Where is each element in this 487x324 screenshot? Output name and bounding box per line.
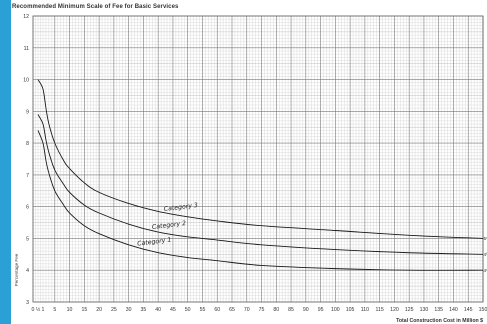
y-tick-label: 3: [26, 300, 29, 306]
x-tick-label: 125: [405, 307, 414, 313]
x-tick-label: 65: [229, 307, 235, 313]
curve-label: Category 3: [163, 201, 198, 213]
fee-curve-2: [37, 114, 484, 255]
x-tick-label: 75: [259, 307, 265, 313]
y-tick-label: 4: [26, 268, 29, 274]
x-tick-label: 0: [32, 307, 35, 313]
y-tick-label: 6: [26, 205, 29, 211]
x-tick-label: 100: [331, 307, 340, 313]
x-tick-label: 115: [376, 307, 384, 313]
x-tick-label: 30: [126, 307, 132, 313]
fee-curve-1: [37, 130, 484, 271]
x-tick-label: 25: [111, 307, 117, 313]
curve-label: Category 2: [152, 219, 187, 231]
blue-edge-strip: [0, 0, 11, 324]
curve-label: Category 1: [137, 236, 172, 248]
y-tick-label: 10: [23, 78, 29, 84]
x-tick-label: 20: [96, 307, 102, 313]
x-tick-label: 140: [449, 307, 458, 313]
curve-end-label: 4½: [484, 251, 487, 258]
fee-curves: [37, 79, 484, 271]
x-tick-label: 80: [273, 307, 279, 313]
fee-curve-3: [37, 79, 484, 239]
x-tick-label: 105: [346, 307, 355, 313]
x-tick-label: 15: [81, 307, 87, 313]
x-tick-label: 10: [67, 307, 73, 313]
x-tick-label: 5: [53, 307, 56, 313]
x-tick-label: 1: [42, 307, 45, 313]
x-tick-label: ½: [36, 306, 41, 313]
y-tick-label: 8: [26, 141, 29, 147]
grid-minor: [33, 16, 483, 302]
x-tick-label: 50: [185, 307, 191, 313]
x-tick-label: 70: [244, 307, 250, 313]
y-tick-label: 9: [26, 109, 29, 115]
plot-frame: [32, 15, 484, 303]
x-tick-label: 95: [318, 307, 324, 313]
curve-end-label: 4%: [484, 268, 487, 274]
x-tick-label: 90: [303, 307, 309, 313]
y-tick-label: 7: [26, 173, 29, 179]
x-tick-label: 150: [479, 307, 487, 313]
y-tick-labels: 3 4 5 6 7 8 9 10 11 12: [23, 14, 29, 306]
y-tick-label: 12: [23, 14, 29, 20]
curve-end-labels: 5% 4½ 4%: [484, 236, 487, 274]
x-tick-label: 120: [390, 307, 399, 313]
x-tick-label: 135: [434, 307, 443, 313]
y-tick-label: 5: [26, 236, 29, 242]
x-tick-label: 35: [141, 307, 147, 313]
curve-labels: Category 3 Category 2 Category 1: [137, 201, 199, 248]
curve-end-label: 5%: [484, 236, 487, 242]
x-tick-label: 60: [214, 307, 220, 313]
x-tick-label: 40: [155, 307, 161, 313]
y-tick-label: 11: [24, 46, 29, 52]
x-tick-label: 45: [170, 307, 176, 313]
chart-title: Recommended Minimum Scale of Fee for Bas…: [12, 4, 179, 10]
x-tick-label: 130: [420, 307, 429, 313]
x-tick-label: 110: [361, 307, 369, 313]
x-tick-labels: 0 ½ 1 5 10 15 20 25 30 35 40 45 50 55 60 65 70 75 80 85 90 95…: [32, 306, 487, 313]
x-tick-label: 85: [288, 307, 294, 313]
x-tick-label: 145: [464, 307, 473, 313]
y-axis-label: Percentage Fee: [14, 253, 19, 286]
x-tick-label: 55: [200, 307, 206, 313]
x-axis-label: Total Construction Cost in Million $: [396, 318, 483, 324]
